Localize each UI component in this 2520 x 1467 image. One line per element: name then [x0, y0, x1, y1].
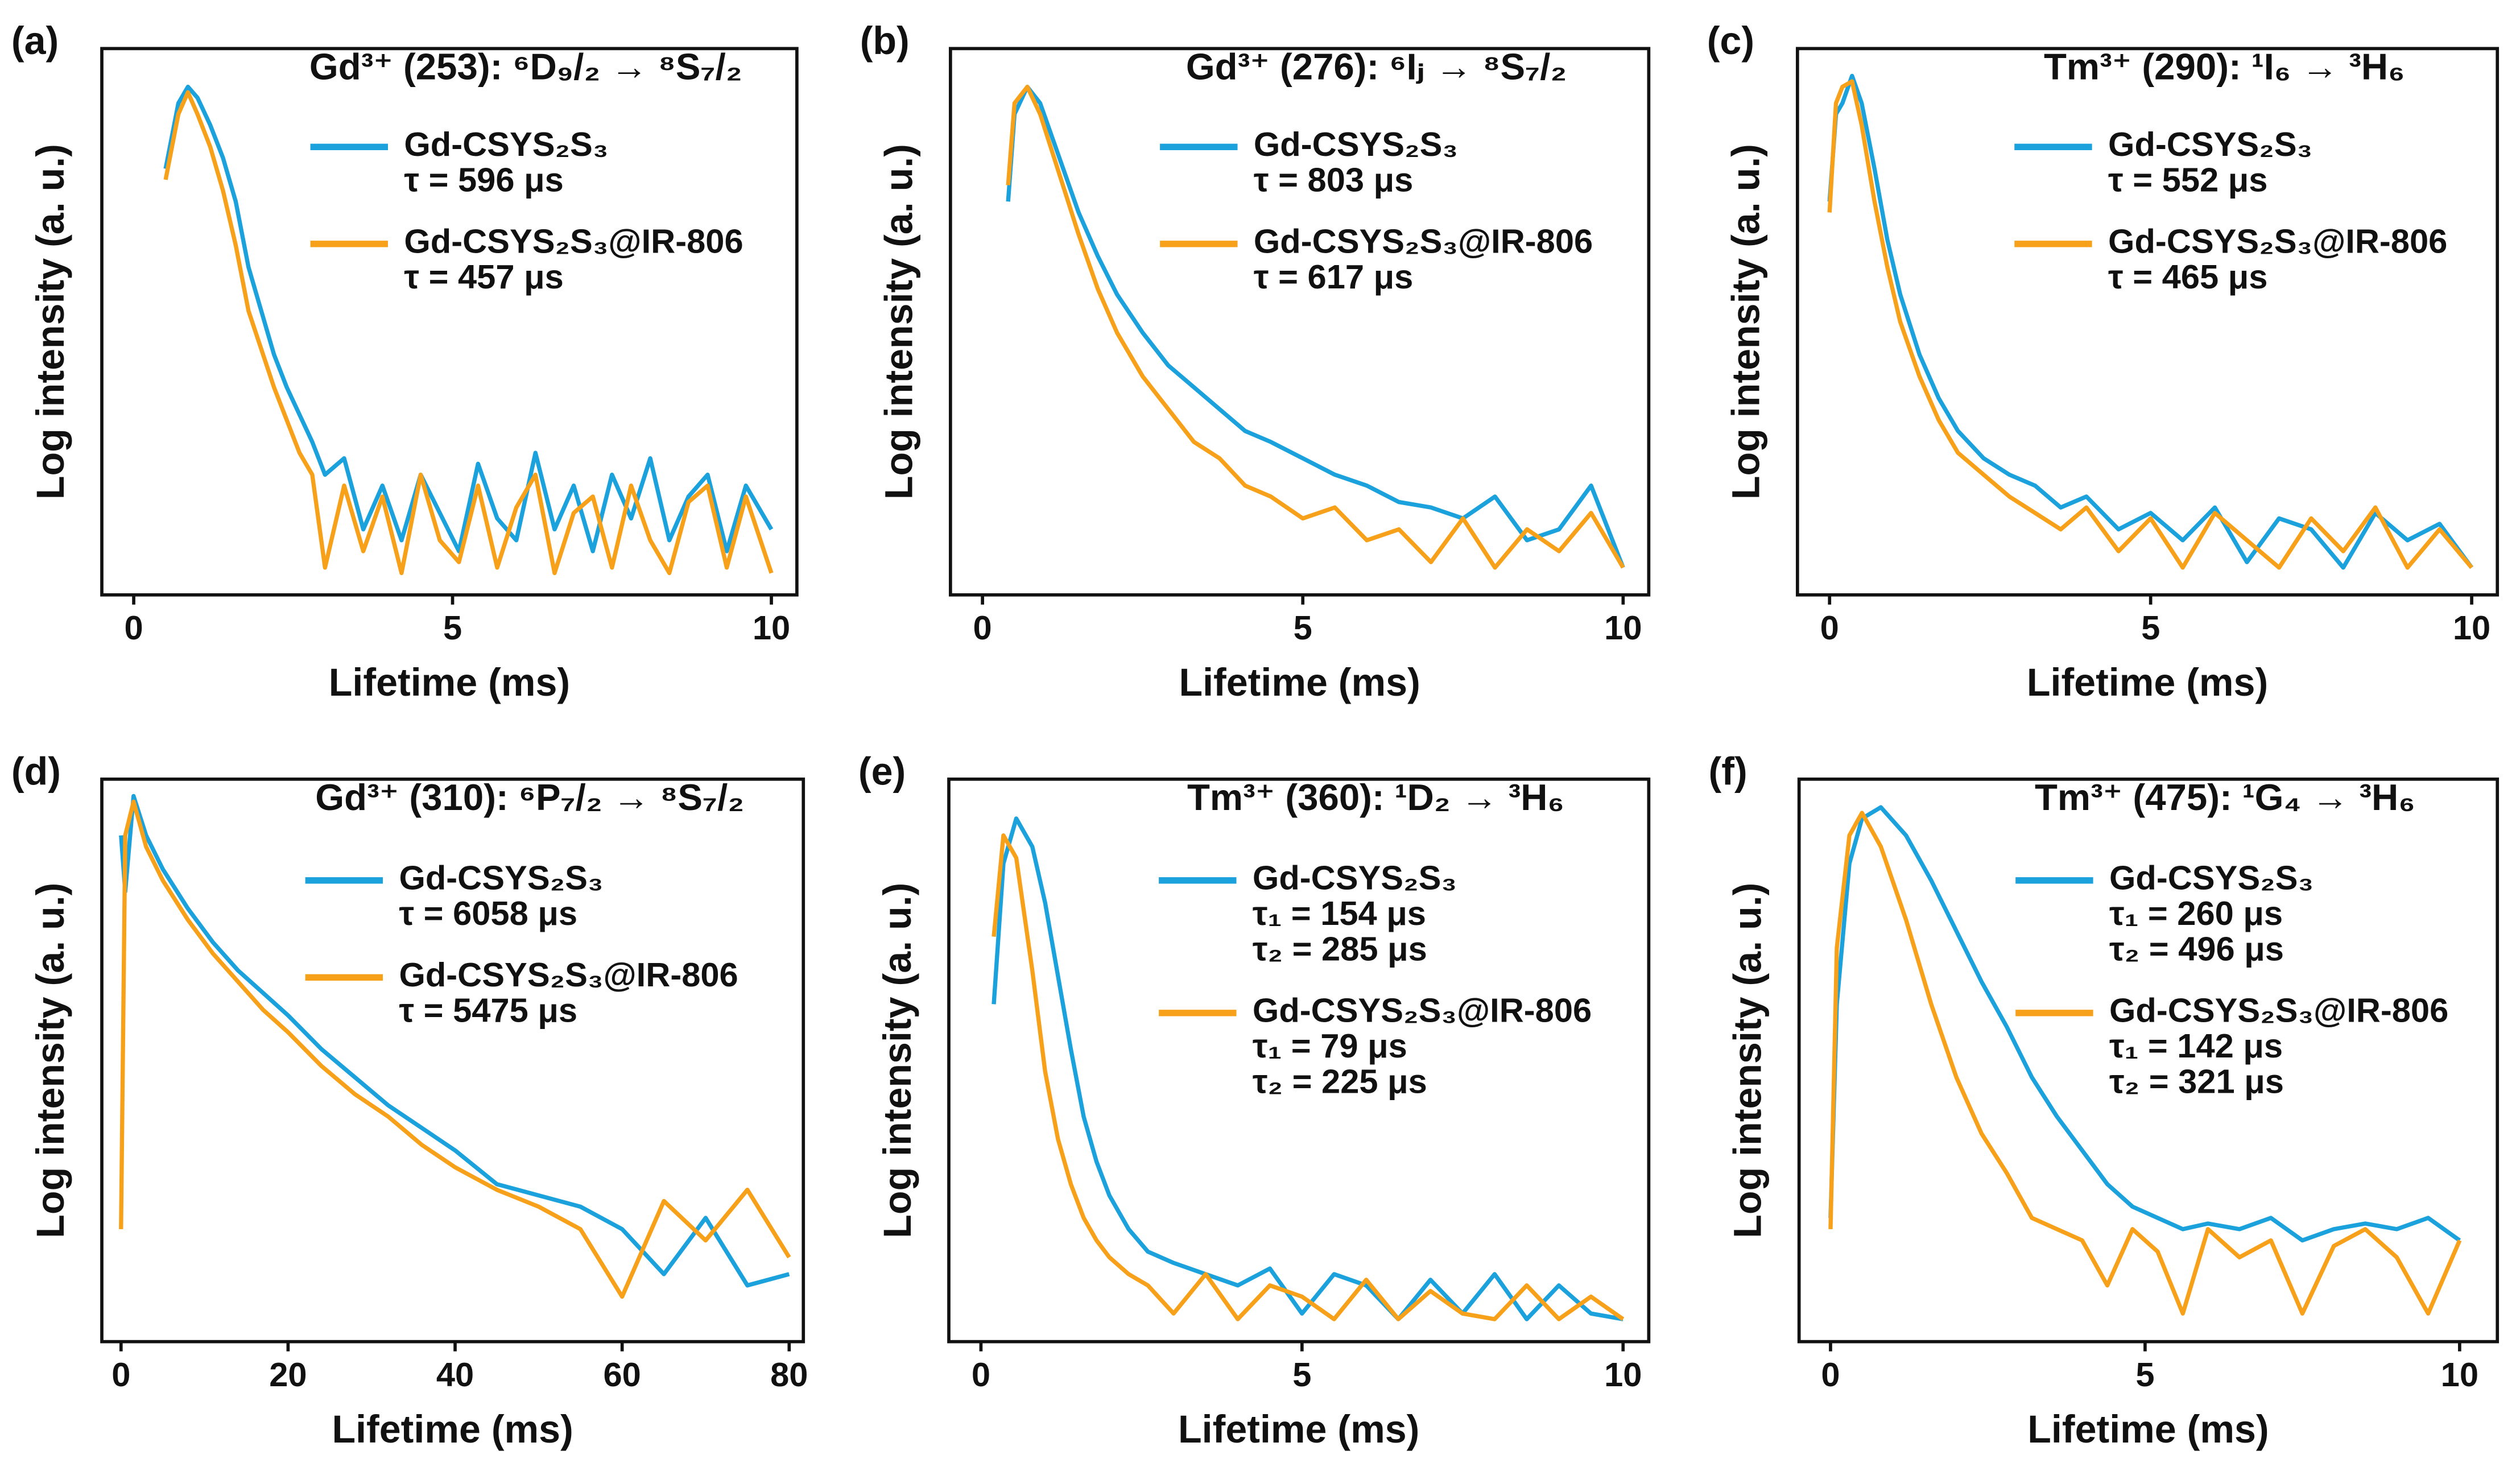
panel-label: (a)	[11, 19, 59, 63]
y-axis-label: Log intensity (a. u.)	[29, 883, 72, 1238]
x-tick-label: 5	[1294, 609, 1312, 647]
legend-label: Gd-CSYS₂S₃	[1254, 125, 1458, 163]
x-axis-label: Lifetime (ms)	[2027, 661, 2268, 704]
panel-title: Tm³⁺ (475): ¹G₄ → ³H₆	[2035, 776, 2415, 818]
x-axis-label: Lifetime (ms)	[329, 661, 570, 704]
panel-title: Tm³⁺ (290): ¹I₆ → ³H₆	[2044, 46, 2405, 88]
x-tick-label: 5	[443, 609, 462, 647]
x-tick-label: 0	[973, 609, 992, 647]
legend-label: Gd-CSYS₂S₃	[399, 859, 603, 897]
x-tick-label: 10	[2441, 1356, 2478, 1394]
panel-title: Tm³⁺ (360): ¹D₂ → ³H₆	[1187, 776, 1564, 818]
legend-label: Gd-CSYS₂S₃	[1253, 859, 1457, 897]
panel-title: Gd³⁺ (310): ⁶P₇/₂ → ⁸S₇/₂	[315, 776, 744, 818]
lifetime-annotation: τ = 552 μs	[2108, 161, 2267, 199]
y-axis-label: Log intensity (a. u.)	[1725, 144, 1768, 499]
plot-frame	[1795, 47, 2500, 597]
legend-label: Gd-CSYS₂S₃	[2109, 859, 2314, 897]
panel-label: (f)	[1709, 750, 1748, 793]
legend-label: Gd-CSYS₂S₃@IR-806	[399, 956, 738, 994]
legend-label: Gd-CSYS₂S₃@IR-806	[404, 222, 743, 261]
y-axis-label: Log intensity (a. u.)	[878, 144, 921, 499]
lifetime-annotation: τ₁ = 260 μs	[2109, 894, 2283, 932]
series-line	[1827, 73, 2474, 570]
lifetime-annotation: τ = 803 μs	[1254, 161, 1413, 199]
x-tick-label: 10	[753, 609, 790, 647]
legend-label: Gd-CSYS₂S₃@IR-806	[2109, 991, 2448, 1030]
x-axis-label: Lifetime (ms)	[2027, 1408, 2269, 1451]
series-line	[119, 799, 791, 1299]
lifetime-annotation: τ = 465 μs	[2108, 258, 2267, 296]
x-tick-label: 5	[2135, 1356, 2154, 1394]
x-tick-label: 60	[603, 1356, 641, 1394]
x-tick-label: 10	[1604, 609, 1642, 647]
legend-label: Gd-CSYS₂S₃@IR-806	[1254, 222, 1593, 261]
y-axis-label: Log intensity (a. u.)	[876, 883, 919, 1238]
y-axis-label: Log intensity (a. u.)	[29, 144, 72, 499]
series-line	[1828, 805, 2461, 1243]
lifetime-annotation: τ = 617 μs	[1254, 258, 1413, 296]
x-tick-label: 0	[1820, 609, 1839, 647]
series-line	[119, 794, 790, 1288]
lifetime-annotation: τ₂ = 321 μs	[2109, 1063, 2284, 1101]
lifetime-annotation: τ = 5475 μs	[399, 991, 577, 1030]
lifetime-annotation: τ₁ = 142 μs	[2109, 1027, 2283, 1065]
series-line	[163, 90, 774, 576]
plot-frame	[100, 777, 805, 1344]
legend-label: Gd-CSYS₂S₃@IR-806	[1253, 991, 1592, 1030]
panel-label: (d)	[11, 750, 61, 793]
lifetime-annotation: τ₂ = 496 μs	[2109, 930, 2284, 968]
lifetime-annotation: τ = 457 μs	[404, 258, 563, 296]
legend-label: Gd-CSYS₂S₃	[2108, 125, 2312, 163]
plot-frame	[1797, 777, 2500, 1344]
legend-label: Gd-CSYS₂S₃	[404, 125, 608, 163]
x-tick-label: 5	[1292, 1356, 1311, 1394]
lifetime-annotation: τ = 6058 μs	[399, 894, 577, 932]
panel-title: Gd³⁺ (276): ⁶Iⱼ → ⁸S₇/₂	[1186, 46, 1567, 88]
panel-title: Gd³⁺ (253): ⁶D₉/₂ → ⁸S₇/₂	[309, 46, 742, 88]
lifetime-annotation: τ₂ = 225 μs	[1253, 1063, 1427, 1101]
x-tick-label: 10	[2453, 609, 2490, 647]
panel-label: (c)	[1707, 19, 1754, 63]
plot-frame	[948, 47, 1651, 597]
x-tick-label: 5	[2141, 609, 2160, 647]
panel-label: (b)	[860, 19, 910, 63]
x-tick-label: 0	[124, 609, 143, 647]
x-axis-label: Lifetime (ms)	[1178, 1408, 1419, 1451]
panel-label: (e)	[858, 750, 906, 793]
y-axis-label: Log intensity (a. u.)	[1726, 883, 1769, 1238]
lifetime-annotation: τ₂ = 285 μs	[1253, 930, 1427, 968]
lifetime-annotation: τ₁ = 79 μs	[1253, 1027, 1407, 1065]
plot-frame	[947, 777, 1651, 1344]
series-line	[1006, 84, 1625, 569]
x-tick-label: 20	[269, 1356, 307, 1394]
lifetime-annotation: τ = 596 μs	[404, 161, 563, 199]
x-tick-label: 0	[1821, 1356, 1840, 1394]
x-tick-label: 0	[972, 1356, 990, 1394]
series-line	[1006, 84, 1625, 570]
series-line	[992, 833, 1625, 1321]
x-axis-label: Lifetime (ms)	[332, 1408, 573, 1451]
series-line	[1827, 79, 2473, 570]
x-tick-label: 80	[770, 1356, 808, 1394]
x-tick-label: 40	[436, 1356, 474, 1394]
legend-label: Gd-CSYS₂S₃@IR-806	[2108, 222, 2447, 261]
plot-frame	[100, 47, 799, 597]
x-axis-label: Lifetime (ms)	[1179, 661, 1420, 704]
x-tick-label: 10	[1604, 1356, 1642, 1394]
series-line	[1828, 811, 2462, 1316]
lifetime-annotation: τ₁ = 154 μs	[1253, 894, 1426, 932]
x-tick-label: 0	[111, 1356, 130, 1394]
